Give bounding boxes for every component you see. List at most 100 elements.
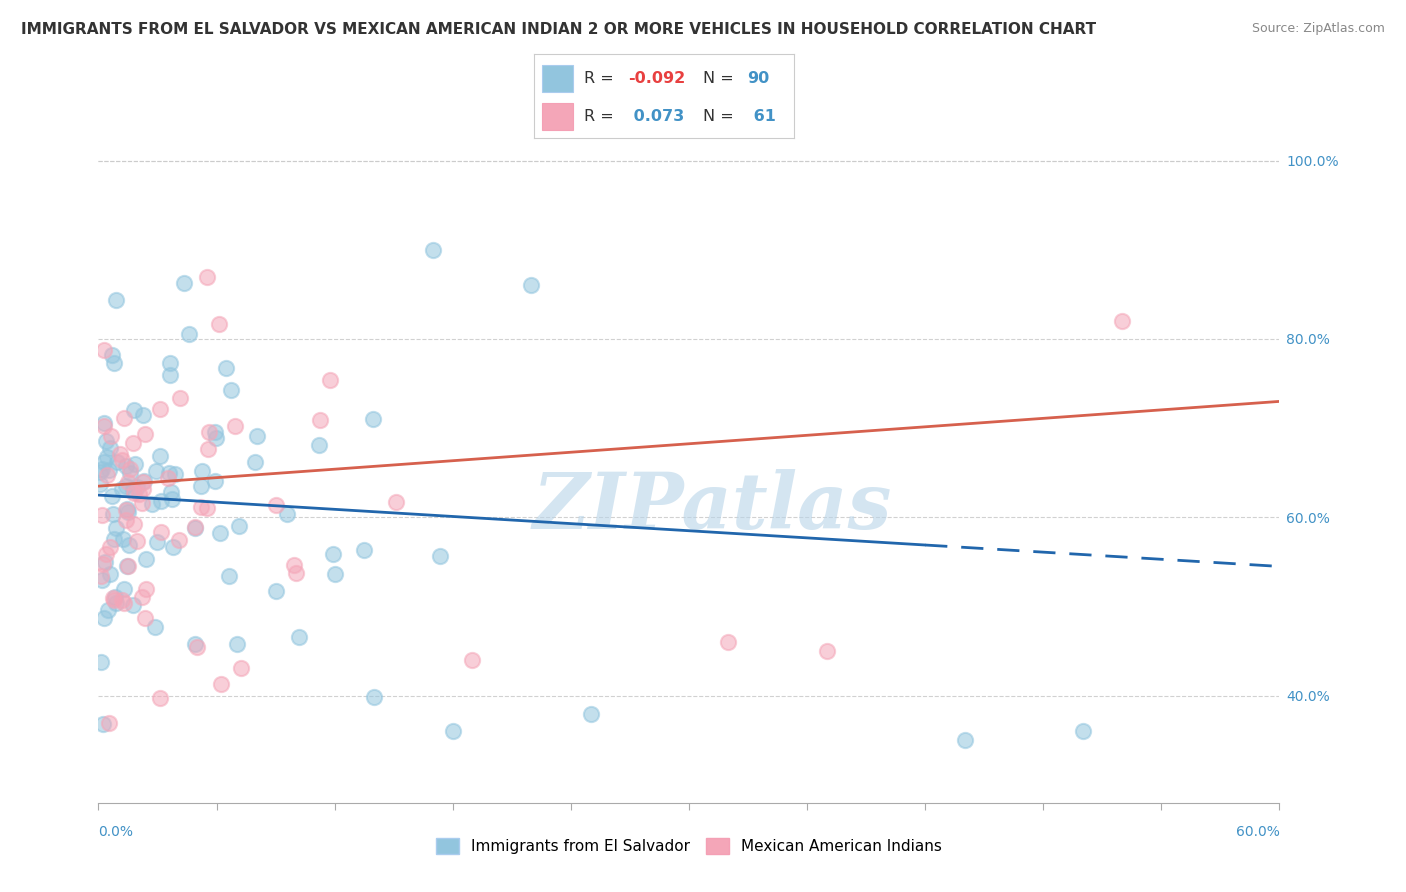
Point	[208, 526, 231, 541]
Point	[228, 519, 250, 533]
Point	[94, 434, 117, 448]
Point	[815, 644, 838, 658]
Point	[325, 566, 347, 581]
Point	[246, 428, 269, 442]
Point	[190, 500, 212, 514]
Point	[183, 520, 205, 534]
Point	[162, 540, 184, 554]
Point	[93, 555, 115, 569]
Point	[209, 677, 232, 691]
Point	[111, 482, 134, 496]
Point	[132, 482, 155, 496]
Point	[169, 533, 191, 548]
Point	[229, 661, 252, 675]
Point	[1071, 724, 1094, 739]
Point	[115, 513, 138, 527]
Point	[146, 535, 169, 549]
Point	[285, 566, 308, 580]
Point	[179, 327, 201, 342]
Point	[93, 455, 115, 469]
Point	[104, 293, 127, 307]
Point	[91, 573, 114, 587]
Point	[98, 715, 121, 730]
Text: 61: 61	[748, 109, 776, 124]
Point	[121, 435, 143, 450]
Text: R =: R =	[583, 70, 619, 86]
Point	[90, 655, 112, 669]
Text: 0.073: 0.073	[628, 109, 685, 124]
Point	[224, 419, 246, 434]
Point	[131, 496, 153, 510]
Point	[157, 471, 180, 485]
Point	[100, 348, 122, 362]
Point	[132, 475, 155, 489]
Point	[93, 418, 115, 433]
Point	[96, 467, 118, 482]
Point	[112, 411, 135, 425]
Point	[276, 507, 298, 521]
Point	[124, 517, 146, 532]
Point	[159, 484, 181, 499]
Point	[208, 317, 231, 331]
Point	[218, 569, 240, 583]
Point	[363, 412, 385, 426]
Point	[132, 474, 155, 488]
Point	[319, 373, 342, 387]
Point	[96, 450, 118, 464]
Point	[190, 479, 212, 493]
Point	[114, 479, 136, 493]
Point	[186, 640, 208, 654]
Text: 0.0%: 0.0%	[98, 825, 134, 839]
Point	[103, 356, 125, 370]
Point	[461, 653, 484, 667]
Point	[149, 525, 172, 540]
Point	[97, 463, 120, 477]
Point	[429, 549, 451, 563]
Point	[197, 425, 219, 440]
Text: 60.0%: 60.0%	[1236, 825, 1279, 839]
Point	[135, 552, 157, 566]
Point	[108, 447, 131, 461]
Point	[184, 521, 207, 535]
Point	[105, 455, 128, 469]
Point	[441, 724, 464, 739]
Point	[114, 458, 136, 473]
Point	[115, 502, 138, 516]
Point	[157, 466, 180, 480]
Point	[197, 442, 219, 456]
Point	[114, 503, 136, 517]
Point	[226, 637, 249, 651]
Point	[221, 383, 243, 397]
Point	[100, 489, 122, 503]
Point	[204, 425, 226, 439]
Point	[579, 706, 602, 721]
Point	[127, 480, 149, 494]
Point	[353, 542, 375, 557]
Point	[112, 532, 135, 546]
Point	[195, 269, 218, 284]
Text: R =: R =	[583, 109, 619, 124]
Text: IMMIGRANTS FROM EL SALVADOR VS MEXICAN AMERICAN INDIAN 2 OR MORE VEHICLES IN HOU: IMMIGRANTS FROM EL SALVADOR VS MEXICAN A…	[21, 22, 1097, 37]
Point	[104, 596, 127, 610]
Point	[93, 343, 115, 357]
Point	[215, 360, 238, 375]
Point	[159, 356, 181, 370]
Point	[520, 278, 543, 293]
Point	[124, 402, 146, 417]
Point	[91, 508, 114, 522]
Point	[117, 559, 139, 574]
Point	[93, 416, 115, 430]
Point	[125, 534, 148, 549]
Point	[124, 457, 146, 471]
Point	[149, 450, 172, 464]
Point	[308, 412, 330, 426]
Point	[717, 635, 740, 649]
Point	[117, 475, 139, 490]
Point	[132, 409, 155, 423]
Point	[143, 620, 166, 634]
Point	[111, 452, 134, 467]
Point	[103, 590, 125, 604]
Point	[91, 717, 114, 731]
Point	[264, 498, 287, 512]
Point	[118, 538, 141, 552]
